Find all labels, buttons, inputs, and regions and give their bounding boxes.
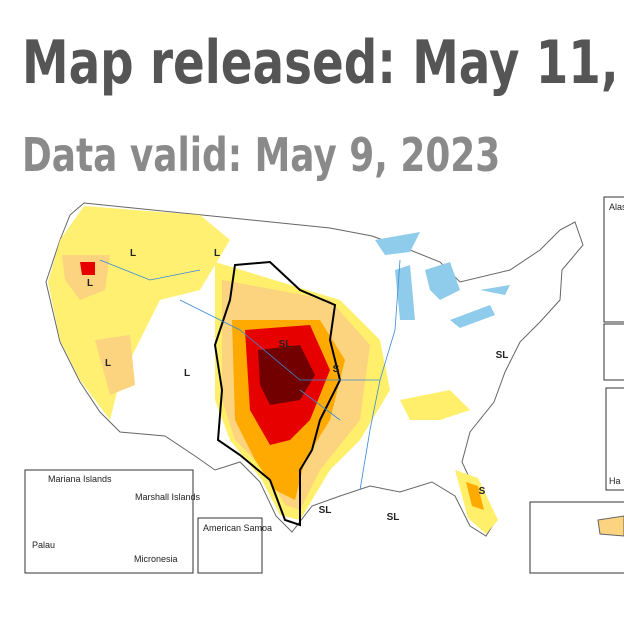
alaska-inset <box>603 196 624 323</box>
inset-label: Palau <box>32 540 55 550</box>
inset-label: Micronesia <box>134 554 178 564</box>
drought-impact-label: SL <box>279 339 292 350</box>
drought-impact-label: L <box>105 358 111 369</box>
puerto-rico-inset <box>529 501 624 574</box>
inset-label: Alas <box>609 202 624 212</box>
inset-label: Ha <box>609 476 621 486</box>
rivers <box>99 259 401 491</box>
drought-d3 <box>80 262 95 275</box>
inset-label: Marshall Islands <box>135 492 201 502</box>
pacific-inset <box>24 469 194 574</box>
hawaii-inset <box>605 387 624 491</box>
drought-impact-label: L <box>130 248 136 259</box>
great-lakes <box>375 232 510 328</box>
inset-label: Mariana Islands <box>48 474 112 484</box>
drought-impact-label: SL <box>496 350 509 361</box>
inset-boxes <box>24 196 624 574</box>
small-inset <box>603 323 624 381</box>
inset-label: American Samoa <box>203 523 272 533</box>
drought-contour <box>213 260 342 527</box>
drought-impact-label: SL <box>387 512 400 523</box>
drought-impact-label: L <box>184 368 190 379</box>
map-subtitle: Data valid: May 9, 2023 <box>22 128 501 182</box>
inset-labels: Mariana Islands Marshall Islands Palau Micr… <box>32 202 624 564</box>
drought-d1 <box>95 335 135 395</box>
map-labels: L L L L L SL S SL SL S SL <box>87 248 508 523</box>
drought-d0 <box>400 390 470 420</box>
drought-d2 <box>466 482 484 510</box>
drought-impact-label: S <box>333 364 340 375</box>
drought-impact-label: L <box>87 278 93 289</box>
puerto-rico <box>597 515 624 537</box>
drought-d1 <box>62 255 110 300</box>
drought-impact-label: L <box>214 248 220 259</box>
us-map <box>45 202 584 537</box>
drought-impact-label: S <box>479 486 486 497</box>
samoa-inset <box>197 517 263 574</box>
drought-d4 <box>258 345 315 405</box>
map-title: Map released: May 11, 2 <box>22 28 624 98</box>
drought-impact-label: SL <box>319 505 332 516</box>
